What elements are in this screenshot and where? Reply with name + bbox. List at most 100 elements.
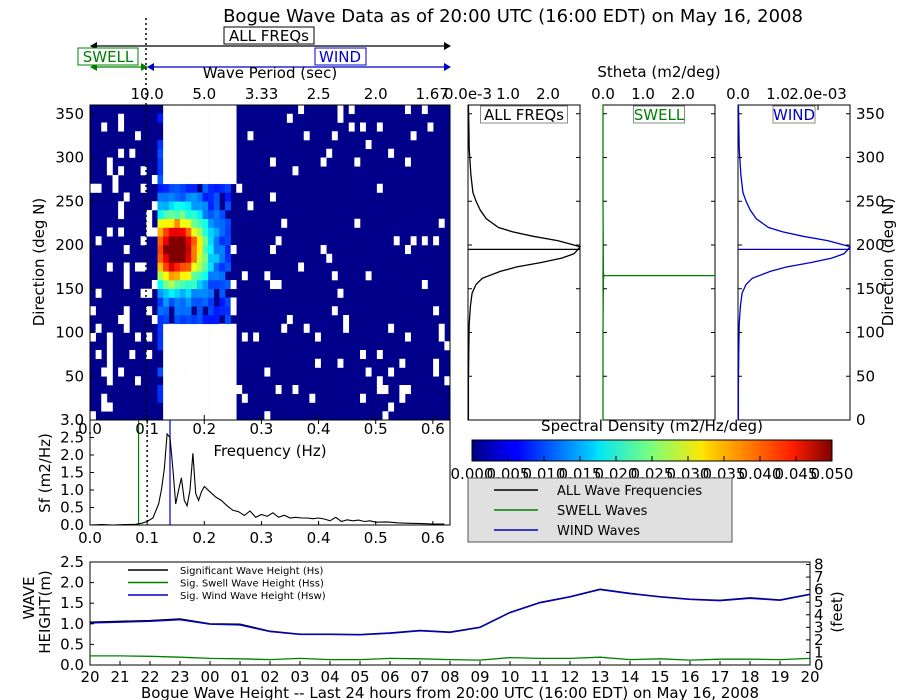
heatmap-cell <box>208 306 215 316</box>
heatmap-cell <box>118 113 125 123</box>
heatmap-cell <box>213 350 220 360</box>
heatmap-cell <box>146 210 153 220</box>
heatmap-cell <box>208 323 215 333</box>
heatmap-cell <box>337 358 344 368</box>
heatmap-cell <box>180 157 186 167</box>
heatmap-cell <box>185 315 192 325</box>
heatmap-cell <box>90 332 96 342</box>
heatmap-cell <box>410 236 417 246</box>
wave-height-feet-tick-label: 8 <box>814 556 824 574</box>
heatmap-cell <box>202 323 209 333</box>
heatmap-cell <box>219 358 226 368</box>
heatmap-cell <box>219 210 226 220</box>
heatmap-cell <box>168 262 175 272</box>
heatmap-cell <box>360 122 366 132</box>
heatmap-cell <box>191 315 198 325</box>
heatmap-cell <box>118 315 125 325</box>
heatmap-cell <box>140 183 147 193</box>
heatmap-cell <box>174 140 181 150</box>
heatmap-cell <box>191 385 198 395</box>
heatmap-cell <box>174 271 181 281</box>
heatmap-cell <box>157 341 164 351</box>
heatmap-cell <box>230 175 237 185</box>
heatmap-cell <box>225 385 231 395</box>
heatmap-cell <box>405 105 411 115</box>
heatmap-cell <box>191 175 198 185</box>
heatmap-cell <box>180 122 186 132</box>
heatmap-cell <box>101 367 108 377</box>
heatmap-cell <box>399 358 406 368</box>
wave-height-y-tick-label: 0.5 <box>60 635 84 653</box>
heatmap-cell <box>376 350 383 360</box>
heatmap-cell <box>185 332 192 342</box>
heatmap-cell <box>208 131 215 141</box>
heatmap-cell <box>230 367 237 377</box>
heatmap-cell <box>101 393 108 403</box>
heatmap-cell <box>202 113 209 123</box>
heatmap-cell <box>219 253 226 263</box>
heatmap-cell <box>168 113 175 123</box>
heatmap-cell <box>180 385 186 395</box>
heatmap-cell <box>275 236 282 246</box>
heatmap-cell <box>163 218 170 228</box>
heatmap-cell <box>185 131 192 141</box>
stheta-title: Stheta (m2/deg) <box>597 63 720 81</box>
stheta-y-tick-label: 150 <box>856 280 885 298</box>
heatmap-cell <box>225 183 231 193</box>
heatmap-cell <box>219 367 226 377</box>
heatmap-cell <box>163 402 170 412</box>
heatmap-cell <box>191 323 198 333</box>
heatmap-cell <box>95 350 102 360</box>
heatmap-cell <box>365 140 372 150</box>
heatmap-cell <box>225 227 231 237</box>
heatmap-cell <box>213 122 220 132</box>
heatmap-cell <box>421 236 428 246</box>
heatmap-cell <box>196 385 203 395</box>
heatmap-cell <box>180 236 186 246</box>
heatmap-cell <box>376 376 383 386</box>
spectrum-y-tick-label: 0.5 <box>60 499 84 517</box>
heatmap-cell <box>174 210 181 220</box>
stheta-y-tick-label: 350 <box>856 105 885 123</box>
heatmap-cell <box>180 131 186 141</box>
wave-height-x-tick-label: 21 <box>110 668 129 686</box>
heatmap-cell <box>101 122 108 132</box>
heatmap-cell <box>230 411 237 421</box>
heatmap-cell <box>191 227 198 237</box>
wave-height-x-tick-label: 01 <box>230 668 249 686</box>
wave-height-x-label: Bogue Wave Height -- Last 24 hours from … <box>141 684 759 700</box>
heatmap-cell <box>180 411 186 421</box>
heatmap-cell <box>433 358 440 368</box>
heatmap-cell <box>202 385 209 395</box>
wave-height-x-tick-label: 14 <box>620 668 639 686</box>
heatmap-cell <box>219 183 226 193</box>
heatmap-cell <box>213 253 220 263</box>
spectrum-y-label: Sf (m2/Hz) <box>36 433 54 513</box>
heatmap-cell <box>213 131 220 141</box>
heatmap-cell <box>101 402 108 412</box>
heatmap-cell <box>168 245 175 255</box>
heatmap-cell <box>185 105 192 115</box>
spectrum-x-tick-label: 0.1 <box>135 529 159 547</box>
spectrum-x-tick-label: 0.0 <box>78 529 102 547</box>
heatmap-cell <box>151 175 158 185</box>
heatmap-cell <box>163 113 170 123</box>
heatmap-cell <box>157 218 164 228</box>
spectrum-y-tick-label: 1.5 <box>60 464 84 482</box>
heatmap-cell <box>106 166 113 176</box>
heatmap-cell <box>191 367 198 377</box>
band-label-swell: SWELL <box>83 48 134 66</box>
heatmap-cell <box>196 402 203 412</box>
heatmap-cell <box>191 271 198 281</box>
heatmap-cell <box>213 332 220 342</box>
heatmap-cell <box>180 105 186 115</box>
spectrum-legend: ALL Wave Frequencies SWELL Waves WIND Wave… <box>467 477 733 543</box>
heatmap-cell <box>225 218 231 228</box>
heatmap-cell <box>320 245 327 255</box>
heatmap-cell <box>180 262 186 272</box>
stheta-panel: 0.0 1.0 2.0 SWELL <box>591 85 716 421</box>
stheta-tick-label: 2.0 <box>536 85 560 103</box>
heatmap-cell <box>196 218 203 228</box>
heatmap-cell <box>196 210 203 220</box>
